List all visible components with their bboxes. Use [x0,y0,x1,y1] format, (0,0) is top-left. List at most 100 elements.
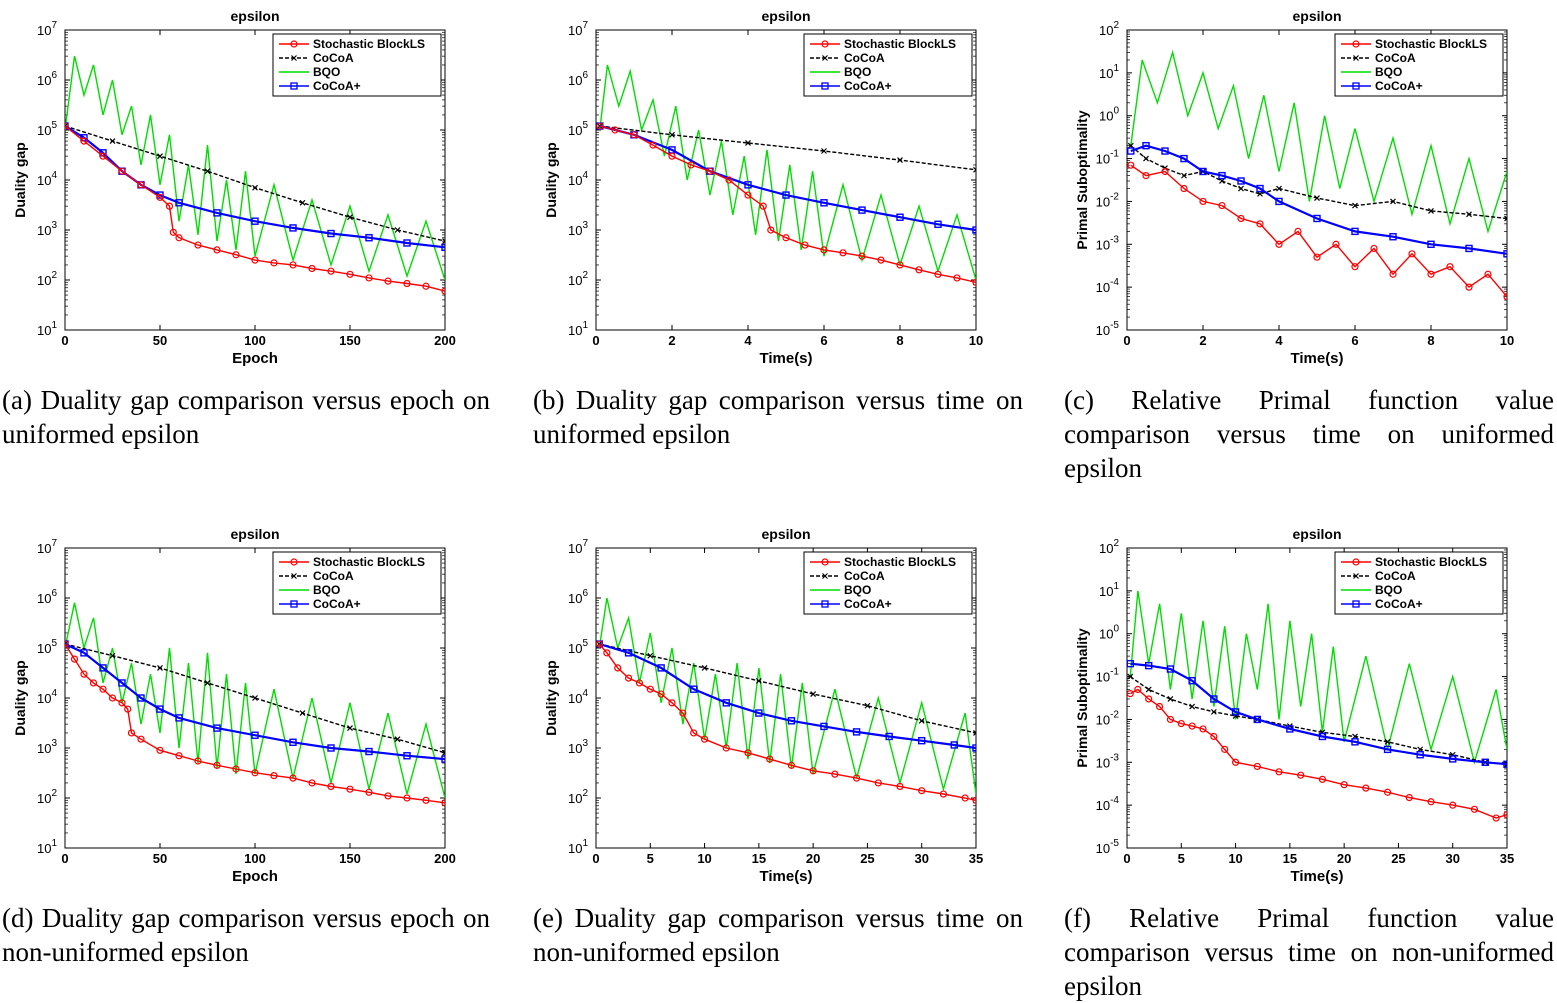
data-point [1351,227,1359,236]
legend-item-bqo: BQO [810,583,871,597]
data-point [1189,703,1196,710]
y-tick-base: 10 [1096,323,1110,338]
data-point [939,790,948,798]
legend-label: CoCoA [313,569,354,583]
data-point [1276,185,1282,192]
data-point [252,695,258,701]
data-point [1180,184,1188,193]
series-bqo [1129,590,1507,765]
series-line [1130,662,1507,766]
y-tick-base: 10 [1099,541,1113,556]
legend-marker [821,600,829,608]
y-tick-label: 102 [37,270,57,288]
legend-marker [822,55,828,61]
y-tick-label: 102 [1099,20,1119,38]
data-point [1275,768,1283,776]
data-point [1161,167,1169,176]
data-point [365,234,373,242]
y-tick-label: 103 [37,738,57,756]
legend-label: CoCoA+ [313,79,361,93]
y-tick-exponent: 1 [1113,581,1119,592]
x-tick-label: 8 [1427,333,1434,348]
y-tick-label: 104 [37,688,57,706]
data-point [441,287,445,295]
data-point [232,251,240,259]
x-axis-label: Time(s) [759,350,812,367]
data-point [722,699,730,707]
data-point [687,161,695,169]
y-tick-exponent: 5 [51,638,57,649]
data-point [137,735,145,743]
data-point [918,736,926,745]
data-point [308,779,316,787]
data-point [690,729,698,737]
y-tick-base: 10 [1099,66,1113,81]
legend-label: CoCoA+ [313,597,361,611]
data-point [1352,202,1358,209]
y-tick-exponent: 5 [51,120,57,131]
y-tick-label: 105 [37,638,57,656]
data-point [624,649,633,657]
data-point [864,702,871,709]
y-tick-exponent: 4 [51,170,57,181]
data-point [725,176,733,184]
data-point [1416,751,1424,759]
series-stochastic-blockls [65,122,445,295]
data-point [1142,172,1150,180]
legend-marker [290,82,298,90]
data-point [1351,263,1359,271]
y-tick-label: 10-1 [1096,149,1120,167]
data-point [1449,755,1457,763]
data-point [1318,775,1327,783]
y-tick-exponent: 2 [582,788,588,799]
legend-marker [821,40,829,48]
y-tick-label: 101 [1099,63,1119,81]
data-point [745,140,751,146]
y-tick-base: 10 [37,591,51,606]
data-point [175,714,183,722]
y-tick-exponent: -4 [1110,795,1119,806]
data-point [1166,715,1175,724]
data-point [1384,738,1391,745]
y-tick-base: 10 [37,541,51,556]
y-tick-base: 10 [37,123,51,138]
data-point [251,731,259,739]
x-tick-label: 5 [1178,851,1185,866]
y-tick-exponent: -5 [1110,320,1119,331]
data-point [1155,702,1164,711]
data-point [972,278,976,286]
data-point [1313,253,1321,261]
legend-label: Stochastic BlockLS [313,555,425,569]
data-point [918,787,926,795]
data-point [365,274,373,282]
y-tick-base: 10 [568,841,582,856]
data-point [1127,690,1134,698]
y-tick-exponent: 1 [51,838,57,849]
y-tick-label: 100 [1099,106,1119,124]
data-point [897,157,903,164]
data-point [99,152,107,160]
y-tick-base: 10 [568,273,582,288]
legend-item-cocoa: CoCoA+ [810,597,892,611]
data-point [972,744,976,752]
data-point [403,794,411,802]
y-tick-base: 10 [37,23,51,38]
y-tick-exponent: 1 [582,320,588,331]
x-tick-label: 150 [339,851,361,866]
data-point [1446,263,1454,271]
data-point [679,709,687,717]
legend-label: CoCoA+ [1375,597,1423,611]
y-tick-exponent: -3 [1110,234,1119,245]
y-tick-base: 10 [1096,670,1110,685]
data-point [327,782,335,791]
x-axis-label: Epoch [232,868,278,885]
data-point [137,181,145,189]
y-tick-base: 10 [568,741,582,756]
chart-title: epsilon [1292,8,1341,24]
data-point [787,717,796,725]
legend-label: BQO [1375,583,1402,597]
series-line [1130,164,1507,298]
